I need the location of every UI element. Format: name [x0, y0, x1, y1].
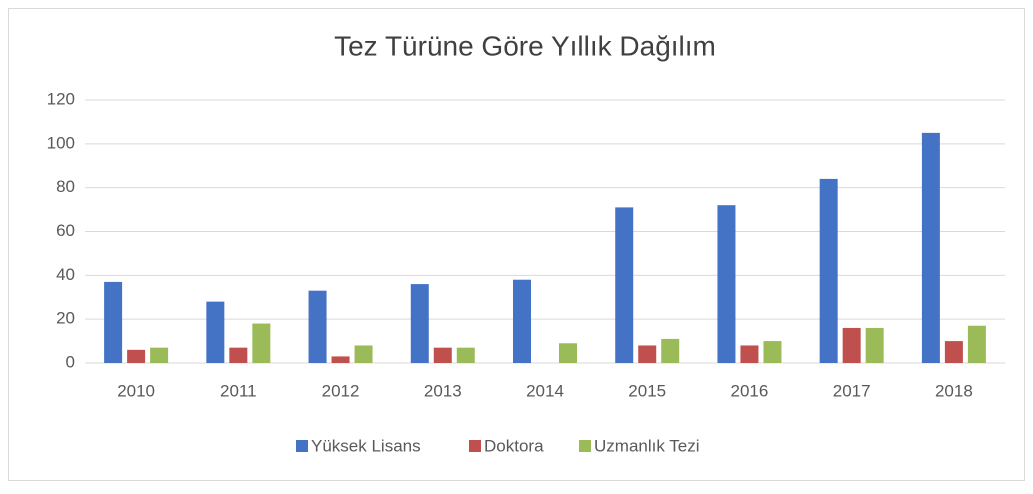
y-tick-label: 20 — [56, 309, 75, 328]
y-tick-label: 100 — [47, 133, 75, 152]
bar — [354, 345, 373, 363]
bar — [638, 345, 657, 363]
x-tick-label: 2010 — [117, 381, 155, 400]
legend-label: Uzmanlık Tezi — [594, 436, 700, 455]
bar — [559, 343, 577, 363]
bar — [410, 284, 429, 363]
x-tick-label: 2013 — [424, 381, 462, 400]
legend-swatch — [469, 440, 481, 452]
bar — [763, 341, 782, 363]
bar — [331, 356, 350, 363]
x-tick-label: 2017 — [833, 381, 871, 400]
bar — [615, 207, 634, 363]
legend-label: Yüksek Lisans — [311, 436, 421, 455]
bar — [717, 205, 736, 363]
x-tick-label: 2011 — [220, 381, 257, 400]
x-tick-label: 2014 — [526, 381, 564, 400]
x-tick-label: 2012 — [322, 381, 360, 400]
bar — [819, 178, 838, 363]
x-tick-label: 2016 — [731, 381, 769, 400]
chart-title: Tez Türüne Göre Yıllık Dağılım — [334, 30, 716, 61]
x-tick-label: 2015 — [628, 381, 666, 400]
legend-label: Doktora — [484, 436, 544, 455]
y-tick-label: 40 — [56, 265, 75, 284]
bar — [740, 345, 759, 363]
y-tick-label: 80 — [56, 177, 75, 196]
bar — [252, 323, 271, 363]
bar — [104, 281, 123, 363]
x-tick-label: 2018 — [935, 381, 973, 400]
bar — [456, 347, 475, 363]
bar — [661, 338, 680, 363]
legend-swatch — [296, 440, 308, 452]
bar — [944, 341, 963, 363]
bar — [433, 347, 452, 363]
y-tick-label: 60 — [56, 221, 75, 240]
bar — [921, 132, 940, 363]
legend-swatch — [579, 440, 591, 452]
bar — [513, 279, 531, 363]
y-tick-label: 120 — [47, 89, 75, 108]
bar — [967, 325, 986, 363]
chart-border — [8, 8, 1025, 481]
bar — [127, 349, 146, 363]
bar — [308, 290, 327, 363]
bar — [206, 301, 225, 363]
bar — [842, 327, 861, 363]
y-tick-label: 0 — [66, 352, 75, 371]
bar — [150, 347, 169, 363]
bar — [865, 327, 884, 363]
bar — [229, 347, 248, 363]
